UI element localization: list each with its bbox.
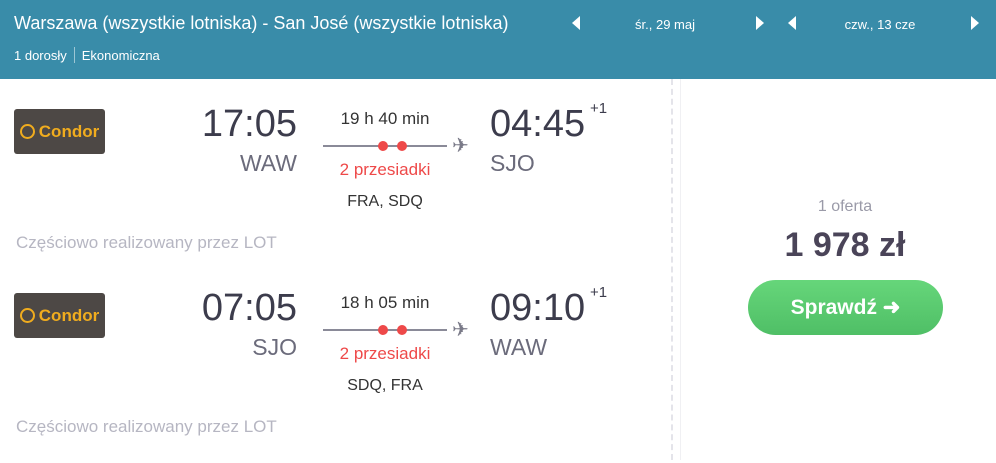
operated-by: Częściowo realizowany przez LOT	[16, 417, 277, 436]
stop-dot	[378, 141, 388, 151]
airline-name: Condor	[38, 305, 100, 325]
check-button[interactable]: Sprawdź ➜	[748, 280, 943, 335]
stops-count: 2 przesiadki	[339, 160, 431, 179]
airline-name: Condor	[38, 121, 100, 141]
return-date[interactable]: czw., 13 cze	[844, 17, 916, 32]
route-line	[323, 325, 447, 335]
day-offset: +1	[590, 284, 608, 301]
divider	[680, 79, 681, 460]
price: 1 978 zł	[784, 226, 906, 264]
route-line	[323, 141, 447, 151]
plane-icon: ✈	[452, 319, 469, 341]
ticket-divider	[671, 79, 673, 460]
cabin-class: Ekonomiczna	[81, 47, 160, 63]
duration: 19 h 40 min	[340, 109, 430, 128]
flight-leg-outbound: Condor 17:05 WAW 19 h 40 min ✈ 2 przesia…	[0, 95, 660, 279]
departure-time: 07:05	[201, 287, 297, 329]
next-outbound-date-icon[interactable]	[756, 16, 764, 30]
arrival-time: 09:10	[490, 287, 586, 329]
condor-logo-icon	[19, 308, 35, 323]
route-title: Warszawa (wszystkie lotniska) - San José…	[14, 13, 509, 33]
departure-airport: SJO	[252, 334, 297, 360]
flight-leg-return: Condor 07:05 SJO 18 h 05 min ✈ 2 przesia…	[0, 279, 660, 463]
passengers: 1 dorosły	[14, 47, 67, 63]
prev-outbound-date-icon[interactable]	[572, 16, 580, 30]
plane-icon: ✈	[452, 135, 469, 157]
search-header: Warszawa (wszystkie lotniska) - San José…	[0, 0, 996, 79]
stopover-airports: FRA, SDQ	[347, 193, 423, 210]
divider	[73, 47, 75, 63]
search-summary: 1 dorosły Ekonomiczna	[14, 47, 160, 63]
prev-return-date-icon[interactable]	[788, 16, 796, 30]
arrival-time: 04:45	[490, 103, 586, 145]
outbound-date[interactable]: śr., 29 maj	[635, 17, 695, 32]
arrival-airport: WAW	[490, 334, 548, 360]
airline-logo: Condor	[14, 109, 105, 154]
stops-count: 2 przesiadki	[339, 344, 431, 363]
stopover-airports: SDQ, FRA	[347, 377, 423, 394]
stop-dot	[397, 141, 407, 151]
offer-count: 1 oferta	[817, 198, 873, 215]
airline-logo: Condor	[14, 293, 105, 338]
departure-time: 17:05	[201, 103, 297, 145]
stop-dot	[397, 325, 407, 335]
condor-logo-icon	[19, 124, 35, 139]
day-offset: +1	[590, 100, 608, 117]
operated-by: Częściowo realizowany przez LOT	[16, 233, 277, 252]
duration: 18 h 05 min	[340, 293, 430, 312]
arrival-airport: SJO	[490, 150, 535, 176]
departure-airport: WAW	[239, 150, 297, 176]
next-return-date-icon[interactable]	[971, 16, 979, 30]
stop-dot	[378, 325, 388, 335]
